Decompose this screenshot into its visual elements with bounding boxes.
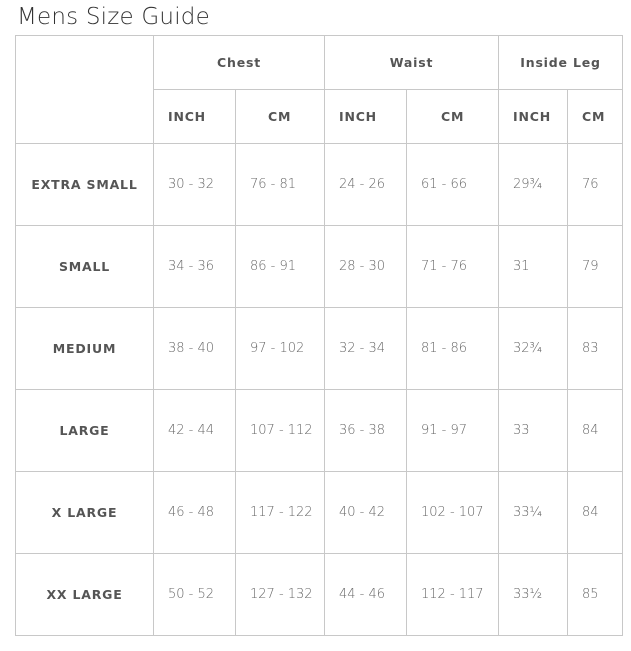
measurement-cell: 50 - 52 [153, 553, 236, 636]
measurement-cell: 112 - 117 [405, 553, 500, 636]
unit-header: INCH [498, 89, 569, 144]
measurement-cell: 127 - 132 [235, 553, 325, 636]
measurement-cell: 83 [567, 307, 624, 390]
measurement-cell: 34 - 36 [153, 225, 236, 308]
measurement-cell: 38 - 40 [153, 307, 236, 390]
corner-cell [15, 35, 154, 144]
measurement-cell: 36 - 38 [324, 389, 407, 472]
measurement-cell: 85 [567, 553, 624, 636]
measurement-cell: 71 - 76 [405, 225, 500, 308]
measurement-cell: 102 - 107 [405, 471, 500, 554]
measurement-cell: 97 - 102 [235, 307, 325, 390]
unit-header: CM [405, 89, 500, 144]
table-row: MEDIUM 38 - 40 97 - 102 32 - 34 81 - 86 32¾ 83 [15, 307, 624, 390]
group-header-inside-leg: Inside Leg [498, 35, 624, 90]
size-label: SMALL [15, 225, 154, 308]
table-row: XX LARGE 50 - 52 127 - 132 44 - 46 112 - 117… [15, 553, 624, 636]
measurement-cell: 81 - 86 [405, 307, 500, 390]
unit-header: INCH [153, 89, 236, 144]
unit-header-row: INCH CM INCH CM INCH CM [16, 89, 624, 144]
size-label: MEDIUM [15, 307, 154, 390]
table-row: SMALL 34 - 36 86 - 91 28 - 30 71 - 76 31 79 [15, 225, 624, 308]
table-row: X LARGE 46 - 48 117 - 122 40 - 42 102 - 107 3… [15, 471, 624, 554]
table-row: EXTRA SMALL 30 - 32 76 - 81 24 - 26 61 - 66 2… [15, 143, 624, 226]
measurement-cell: 42 - 44 [153, 389, 236, 472]
size-label: LARGE [15, 389, 154, 472]
group-header-chest: Chest [153, 35, 325, 90]
measurement-cell: 33 [498, 389, 569, 472]
size-label: XX LARGE [15, 553, 154, 636]
measurement-cell: 46 - 48 [153, 471, 236, 554]
measurement-cell: 79 [567, 225, 624, 308]
size-guide-table: Chest Waist Inside Leg INCH CM INCH CM I… [15, 35, 624, 636]
measurement-cell: 28 - 30 [324, 225, 407, 308]
measurement-cell: 44 - 46 [324, 553, 407, 636]
measurement-cell: 29¾ [498, 143, 569, 226]
unit-header: INCH [324, 89, 407, 144]
measurement-cell: 30 - 32 [153, 143, 236, 226]
measurement-cell: 32 - 34 [324, 307, 407, 390]
measurement-cell: 86 - 91 [235, 225, 325, 308]
measurement-cell: 107 - 112 [235, 389, 325, 472]
measurement-cell: 76 [567, 143, 624, 226]
size-label: EXTRA SMALL [15, 143, 154, 226]
measurement-cell: 84 [567, 471, 624, 554]
measurement-cell: 31 [498, 225, 569, 308]
unit-header: CM [235, 89, 325, 144]
measurement-cell: 76 - 81 [235, 143, 325, 226]
group-header-row: Chest Waist Inside Leg [15, 35, 624, 144]
measurement-cell: 91 - 97 [405, 389, 500, 472]
size-label: X LARGE [15, 471, 154, 554]
measurement-cell: 33¼ [498, 471, 569, 554]
measurement-cell: 40 - 42 [324, 471, 407, 554]
group-header-waist: Waist [323, 35, 500, 90]
measurement-cell: 84 [567, 389, 624, 472]
measurement-cell: 32¾ [498, 307, 569, 390]
unit-header: CM [567, 89, 624, 144]
measurement-cell: 24 - 26 [324, 143, 407, 226]
page-title: Mens Size Guide [17, 4, 210, 30]
measurement-cell: 33½ [498, 553, 569, 636]
measurement-cell: 117 - 122 [235, 471, 325, 554]
table-row: LARGE 42 - 44 107 - 112 36 - 38 91 - 97 33 84 [15, 389, 624, 472]
measurement-cell: 61 - 66 [405, 143, 500, 226]
